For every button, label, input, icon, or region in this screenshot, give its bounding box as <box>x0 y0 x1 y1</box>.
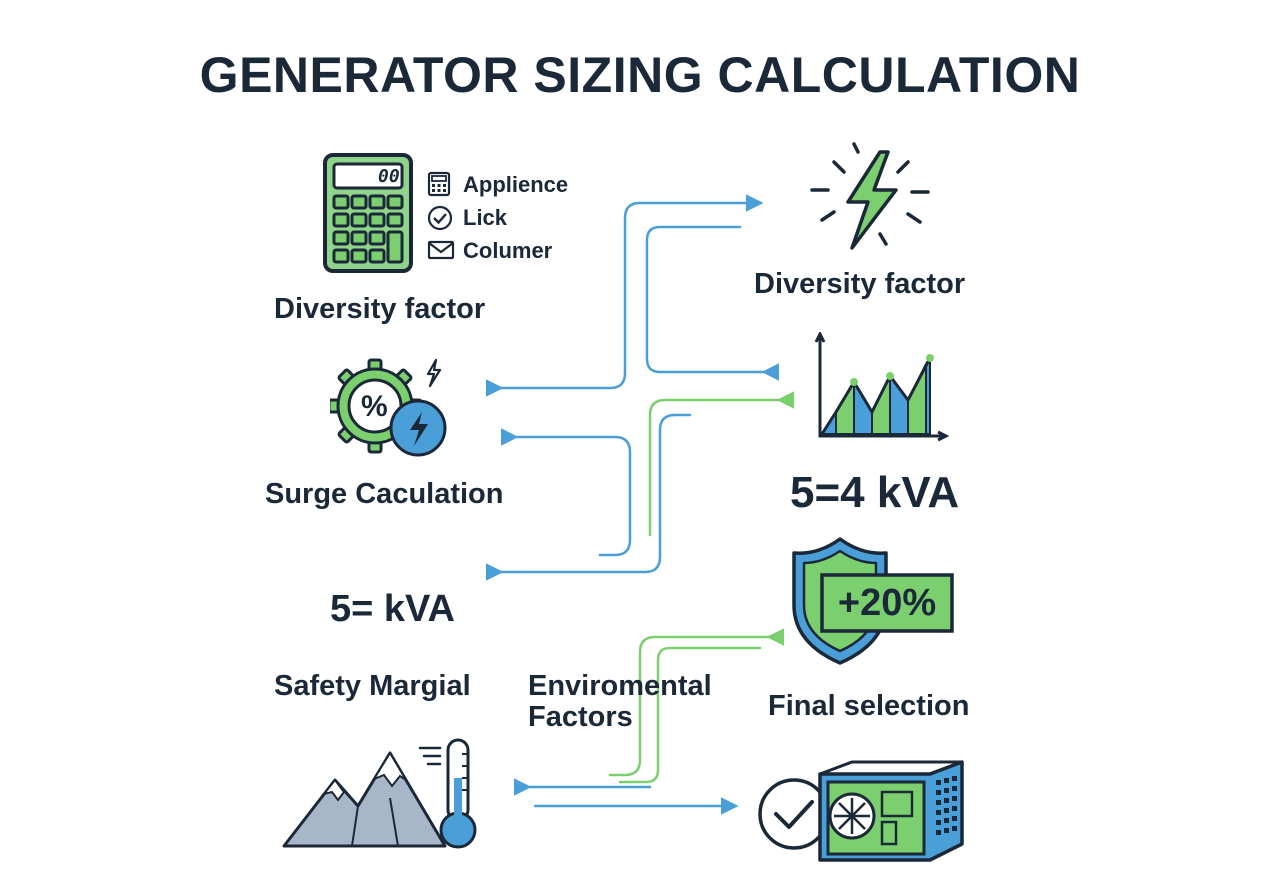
arrow-to-shield-1 <box>608 628 784 777</box>
arrow-to-surge <box>501 428 632 557</box>
menu-item-lick: Lick <box>463 205 508 230</box>
generator-icon <box>818 760 964 862</box>
arrow-to-kva <box>486 413 692 581</box>
check-circle-icon <box>427 205 453 231</box>
calculator-icon <box>323 153 413 273</box>
calculator-display-value: 00 <box>378 166 400 187</box>
shield-icon <box>792 537 954 665</box>
arrow-to-chart-green <box>648 391 794 537</box>
kva-value-left: 5= kVA <box>330 588 455 630</box>
envelope-icon <box>427 240 455 260</box>
label-surge-calculation: Surge Caculation <box>265 478 504 510</box>
page-title: GENERATOR SIZING CALCULATION <box>199 47 1081 103</box>
menu-item-applience: Applience <box>463 172 569 197</box>
label-diversity-factor-left: Diversity factor <box>274 293 486 325</box>
arrow-to-shield-2 <box>618 646 762 784</box>
label-environmental-line1: Enviromental <box>528 670 712 702</box>
calculator-icon <box>427 171 451 197</box>
safety-margin-badge: +20% <box>837 582 937 624</box>
svg-text:%: % <box>361 390 388 423</box>
gear-percent-icon: % <box>330 358 447 457</box>
label-final-selection: Final selection <box>768 690 970 722</box>
lightning-icon <box>810 142 930 250</box>
label-diversity-factor-right: Diversity factor <box>754 268 966 300</box>
label-safety-margin: Safety Margial <box>274 670 471 702</box>
arrow-to-diversity-top <box>486 194 764 397</box>
bar-chart-icon <box>814 332 950 442</box>
mountain-thermometer-icon <box>282 738 477 849</box>
arrow-to-chart <box>645 225 779 381</box>
kva-value-right: 5=4 kVA <box>790 468 960 517</box>
label-environmental-line2: Factors <box>528 701 633 733</box>
menu-item-columer: Columer <box>463 238 553 263</box>
